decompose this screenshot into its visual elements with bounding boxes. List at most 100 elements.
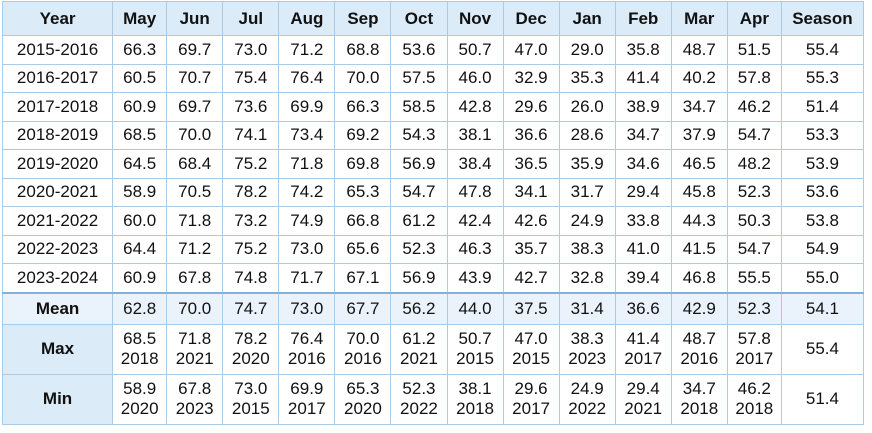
value-cell: 56.9 xyxy=(390,263,448,293)
value-cell: 29.6 2017 xyxy=(502,373,560,425)
value: 69.9 xyxy=(290,379,324,398)
year-cell: 2020-2021 xyxy=(1,177,114,207)
year-cell: 2022-2023 xyxy=(1,234,114,264)
value-cell: 39.4 xyxy=(614,263,672,293)
value: 61.2 xyxy=(402,329,436,348)
value-cell: 74.7 xyxy=(222,291,280,325)
value-cell: 56.9 xyxy=(390,149,448,179)
header-cell: Sep xyxy=(334,1,392,36)
year-cell: 2016-2017 xyxy=(1,63,114,93)
value-cell: 66.3 xyxy=(112,35,168,65)
value-cell: 52.3 xyxy=(390,234,448,264)
value-cell: 46.2 xyxy=(726,92,782,122)
year-cell: 2017-2018 xyxy=(1,92,114,122)
value-cell: 74.2 xyxy=(278,177,336,207)
year-cell: 2021-2022 xyxy=(1,206,114,236)
season-cell: 55.4 xyxy=(780,323,865,375)
value-cell: 71.8 xyxy=(166,206,224,236)
year: 2015 xyxy=(512,349,550,368)
value-cell: 60.9 xyxy=(112,92,168,122)
value-cell: 69.7 xyxy=(166,92,224,122)
year: 2017 xyxy=(624,349,663,368)
value-cell: 73.6 xyxy=(222,92,280,122)
value-cell: 56.2 xyxy=(390,291,448,325)
header-cell: Apr xyxy=(726,1,782,36)
data-row: 2023-2024 60.9 67.8 74.8 71.7 67.1 56.9 43.9 42.… xyxy=(1,263,865,293)
value-cell: 32.9 xyxy=(502,63,560,93)
value: 29.4 xyxy=(626,379,660,398)
value: 38.1 xyxy=(458,379,492,398)
value-cell: 50.7 2015 xyxy=(446,323,504,375)
value-cell: 50.3 xyxy=(726,206,782,236)
value-cell: 42.7 xyxy=(502,263,560,293)
value-cell: 60.0 xyxy=(112,206,168,236)
value-cell: 38.4 xyxy=(446,149,504,179)
data-row: 2019-2020 64.5 68.4 75.2 71.8 69.8 56.9 38.4 36.… xyxy=(1,149,865,179)
header-cell: Season xyxy=(780,1,865,36)
header-cell: Jan xyxy=(558,1,616,36)
value-cell: 34.7 xyxy=(670,92,728,122)
value-cell: 67.8 2023 xyxy=(166,373,224,425)
value-cell: 76.4 xyxy=(278,63,336,93)
value-cell: 70.0 xyxy=(334,63,392,93)
value-cell: 67.8 xyxy=(166,263,224,293)
value-cell: 31.7 xyxy=(558,177,616,207)
value-cell: 38.9 xyxy=(614,92,672,122)
header-row: Year May Jun Jul Aug Sep Oct Nov Dec Jan Feb Mar Apr… xyxy=(1,1,865,36)
value-cell: 68.8 xyxy=(334,35,392,65)
value-cell: 60.5 xyxy=(112,63,168,93)
value-cell: 41.0 xyxy=(614,234,672,264)
value-cell: 40.2 xyxy=(670,63,728,93)
year: 2016 xyxy=(343,349,382,368)
value-cell: 29.4 2021 xyxy=(614,373,672,425)
year: 2018 xyxy=(120,349,159,368)
value: 68.5 xyxy=(123,329,157,348)
value-cell: 52.3 2022 xyxy=(390,373,448,425)
value-cell: 38.1 xyxy=(446,120,504,150)
value-cell: 42.4 xyxy=(446,206,504,236)
year: 2016 xyxy=(680,349,719,368)
value-cell: 65.6 xyxy=(334,234,392,264)
value: 48.7 xyxy=(682,329,716,348)
mean-row: Mean 62.8 70.0 74.7 73.0 67.7 56.2 44.0 37.5 31.4… xyxy=(1,291,865,325)
min-row: Min 58.9 2020 67.8 2023 73.0 2015 69.9 2017 65.3 2… xyxy=(1,373,865,425)
value-cell: 65.3 2020 xyxy=(334,373,392,425)
value: 34.7 xyxy=(682,379,716,398)
value-cell: 69.7 xyxy=(166,35,224,65)
year: 2021 xyxy=(175,349,214,368)
value-cell: 62.8 xyxy=(112,291,168,325)
header-cell: Nov xyxy=(446,1,504,36)
value-cell: 71.2 xyxy=(166,234,224,264)
value-cell: 36.5 xyxy=(502,149,560,179)
value-cell: 55.5 xyxy=(726,263,782,293)
value: 38.3 xyxy=(570,329,604,348)
value-cell: 75.4 xyxy=(222,63,280,93)
value-cell: 42.8 xyxy=(446,92,504,122)
year: 2018 xyxy=(735,399,774,418)
value: 65.3 xyxy=(346,379,380,398)
value-cell: 64.5 xyxy=(112,149,168,179)
value-cell: 58.5 xyxy=(390,92,448,122)
value-cell: 73.0 xyxy=(278,291,336,325)
value-cell: 57.5 xyxy=(390,63,448,93)
value: 78.2 xyxy=(234,329,268,348)
value: 52.3 xyxy=(402,379,436,398)
value-cell: 70.0 2016 xyxy=(334,323,392,375)
value-cell: 67.1 xyxy=(334,263,392,293)
row-label: Max xyxy=(1,323,114,375)
value-cell: 28.6 xyxy=(558,120,616,150)
value-cell: 75.2 xyxy=(222,234,280,264)
value-cell: 55.0 xyxy=(780,263,865,293)
value: 50.7 xyxy=(458,329,492,348)
value-cell: 70.0 xyxy=(166,120,224,150)
value: 47.0 xyxy=(514,329,548,348)
data-row: 2020-2021 58.9 70.5 78.2 74.2 65.3 54.7 47.8 34.… xyxy=(1,177,865,207)
value-cell: 55.4 xyxy=(780,35,865,65)
value-cell: 29.6 xyxy=(502,92,560,122)
value-cell: 60.9 xyxy=(112,263,168,293)
value-cell: 69.9 2017 xyxy=(278,373,336,425)
value-cell: 44.0 xyxy=(446,291,504,325)
value-cell: 45.8 xyxy=(670,177,728,207)
year-cell: 2023-2024 xyxy=(1,263,114,293)
header-cell: Jul xyxy=(222,1,280,36)
